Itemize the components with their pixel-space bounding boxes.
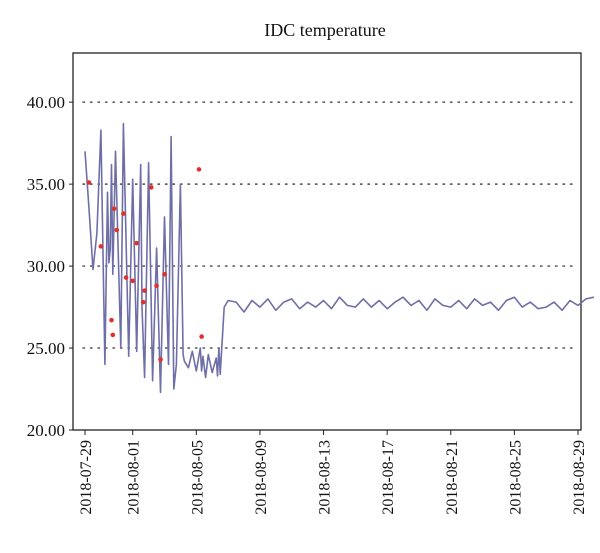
y-axis-ticks: 20.00 25.00 30.00 35.00 40.00 [27, 93, 73, 440]
data-marker [141, 299, 146, 305]
x-tick-label: 2018-08-09 [253, 440, 270, 515]
data-marker [158, 357, 163, 362]
y-tick-label: 25.00 [27, 339, 65, 358]
data-marker [86, 180, 92, 185]
temperature-series [84, 122, 595, 394]
temperature-line [84, 122, 595, 394]
marker-series [86, 167, 204, 362]
y-tick-label: 30.00 [27, 257, 65, 276]
x-tick-label: 2018-08-25 [507, 440, 524, 515]
x-tick-label: 2018-08-05 [189, 440, 206, 515]
data-marker [110, 332, 116, 338]
x-tick-label: 2018-07-29 [78, 440, 95, 515]
x-tick-label: 2018-08-01 [126, 440, 143, 515]
x-tick-label: 2018-08-21 [444, 440, 461, 515]
x-tick-label: 2018-08-13 [317, 440, 334, 515]
data-marker [199, 334, 204, 339]
y-tick-label: 40.00 [27, 93, 65, 112]
y-tick-label: 35.00 [27, 175, 65, 194]
data-marker [148, 185, 154, 190]
data-marker [121, 211, 126, 216]
plot-frame [72, 52, 582, 431]
chart-title: IDC temperature [264, 20, 385, 40]
data-marker [109, 317, 114, 323]
data-marker [154, 283, 159, 289]
data-marker [130, 278, 136, 284]
data-marker [134, 240, 139, 246]
x-tick-label: 2018-08-17 [380, 440, 397, 515]
x-axis-ticks: 2018-07-29 2018-08-01 2018-08-05 2018-08-09… [78, 430, 588, 515]
data-marker [142, 288, 147, 293]
grid-lines [82, 101, 576, 349]
y-tick-label: 20.00 [27, 421, 65, 440]
data-marker [162, 271, 167, 277]
x-tick-label: 2018-08-29 [571, 440, 588, 515]
data-marker [123, 275, 129, 280]
data-marker [98, 244, 104, 249]
data-marker [196, 167, 202, 172]
data-marker [111, 206, 117, 212]
data-marker [114, 227, 120, 233]
